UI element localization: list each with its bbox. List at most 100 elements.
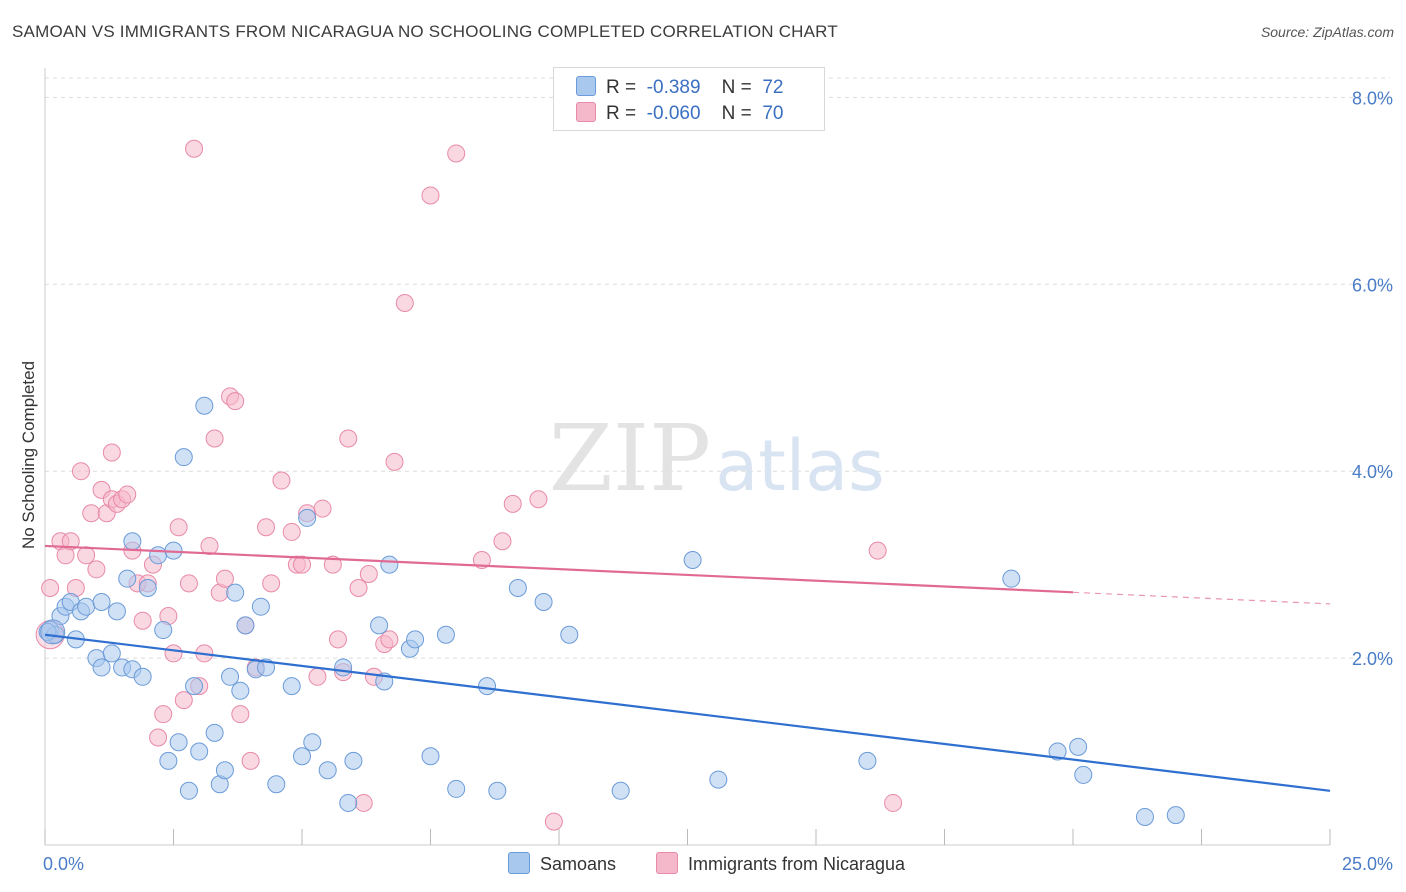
data-point-samoans — [221, 667, 240, 686]
data-point-samoans — [102, 644, 121, 663]
legend-r-value: -0.389 — [646, 77, 701, 98]
data-point-samoans — [118, 569, 137, 588]
data-point-samoans — [107, 602, 126, 621]
data-point-nicaragua — [323, 555, 342, 574]
data-point-samoans — [436, 625, 455, 644]
y-tick-label: 4.0% — [1352, 462, 1393, 482]
data-point-nicaragua — [257, 518, 276, 537]
nicaragua-swatch — [576, 102, 596, 122]
data-point-nicaragua — [262, 574, 281, 593]
data-point-samoans — [154, 621, 173, 640]
data-point-nicaragua — [179, 574, 198, 593]
data-point-samoans-cluster — [40, 619, 66, 645]
data-point-samoans — [138, 579, 157, 598]
data-point-samoans — [534, 593, 553, 612]
x-tick-label: 0.0% — [43, 854, 84, 874]
data-point-samoans — [334, 658, 353, 677]
data-point-nicaragua — [61, 532, 80, 551]
grid-lines — [45, 77, 1390, 659]
source-label: Source: ZipAtlas.com — [1260, 24, 1394, 40]
trend-line-samoans — [44, 633, 1331, 792]
data-point-samoans — [236, 616, 255, 635]
samoans-swatch — [576, 76, 596, 96]
data-point-nicaragua — [359, 564, 378, 583]
data-point-samoans — [293, 747, 311, 766]
data-point-nicaragua — [385, 452, 404, 471]
chart-title: SAMOAN VS IMMIGRANTS FROM NICARAGUA NO S… — [12, 22, 838, 41]
data-point-nicaragua — [380, 630, 399, 649]
data-point-samoans — [282, 677, 301, 696]
data-point-nicaragua — [293, 555, 311, 574]
data-point-nicaragua — [529, 490, 548, 509]
data-point-samoans — [1135, 807, 1154, 826]
data-point-nicaragua — [41, 579, 60, 598]
data-point-nicaragua — [493, 532, 512, 551]
data-point-nicaragua — [226, 392, 245, 411]
trend-lines — [44, 544, 1331, 792]
data-point-samoans — [226, 583, 245, 602]
stats-legend: R = -0.389 N = 72 R = -0.060 N = 70 — [553, 67, 825, 131]
data-point-samoans — [1166, 806, 1185, 825]
nicaragua-legend-swatch — [656, 852, 678, 874]
legend-row-samoans: R = -0.389 N = 72 — [576, 76, 783, 100]
legend-n-value: 72 — [762, 77, 784, 98]
data-point-samoans — [709, 770, 728, 789]
bottom-legend-samoans: Samoans — [508, 852, 616, 875]
data-point-nicaragua — [205, 429, 224, 448]
data-point-nicaragua — [349, 579, 368, 598]
data-point-nicaragua — [354, 793, 373, 812]
data-point-samoans — [1002, 569, 1021, 588]
data-point-samoans — [185, 677, 204, 696]
data-point-samoans — [683, 550, 702, 569]
data-point-nicaragua — [102, 443, 121, 462]
data-point-nicaragua — [282, 522, 301, 541]
data-point-nicaragua — [868, 541, 887, 560]
data-point-nicaragua — [149, 728, 168, 747]
y-axis-label: No Schooling Completed — [19, 361, 38, 549]
samoans-legend-label: Samoans — [540, 854, 617, 874]
data-point-samoans — [174, 448, 193, 467]
data-point-samoans — [123, 532, 142, 551]
data-point-samoans — [190, 742, 209, 761]
data-point-nicaragua — [169, 518, 188, 537]
data-point-samoans — [611, 781, 630, 800]
data-point-nicaragua — [200, 536, 219, 555]
data-point-samoans — [205, 723, 224, 742]
data-point-samoans — [406, 630, 425, 649]
data-point-samoans — [858, 751, 877, 770]
data-point-samoans — [251, 597, 270, 616]
data-point-samoans — [488, 781, 507, 800]
data-point-nicaragua — [164, 644, 183, 663]
data-point-nicaragua — [215, 569, 234, 588]
nicaragua-legend-label: Immigrants from Nicaragua — [688, 854, 906, 874]
data-point-nicaragua — [884, 793, 903, 812]
data-point-samoans — [159, 751, 178, 770]
data-point-nicaragua — [328, 630, 347, 649]
data-point-samoans — [133, 667, 152, 686]
trend-line-nicaragua-extension — [1072, 591, 1331, 605]
data-point-samoans — [478, 677, 497, 696]
data-point-samoans — [77, 597, 96, 616]
data-point-samoans — [303, 733, 322, 752]
data-point-nicaragua — [231, 705, 250, 724]
series-samoans-points — [38, 396, 1185, 826]
data-point-nicaragua — [241, 751, 260, 770]
data-point-samoans — [421, 747, 440, 766]
data-point-nicaragua — [503, 494, 522, 513]
data-point-nicaragua — [185, 139, 204, 158]
data-point-samoans — [92, 658, 111, 677]
y-tick-label: 8.0% — [1352, 88, 1393, 108]
data-point-nicaragua — [174, 691, 193, 710]
data-point-samoans — [1074, 765, 1093, 784]
axes: 2.0% 4.0% 6.0% 8.0% 0.0% 25.0% — [43, 68, 1393, 874]
data-point-samoans — [344, 751, 363, 770]
watermark-atlas: atlas — [715, 425, 884, 507]
data-point-samoans — [149, 546, 168, 565]
data-point-samoans — [1069, 737, 1088, 756]
data-point-nicaragua — [272, 471, 291, 490]
data-point-nicaragua — [118, 485, 137, 504]
data-point-nicaragua — [544, 812, 563, 831]
y-tick-label: 6.0% — [1352, 275, 1393, 295]
legend-r-label: R = — [606, 77, 637, 98]
data-point-samoans — [92, 593, 111, 612]
